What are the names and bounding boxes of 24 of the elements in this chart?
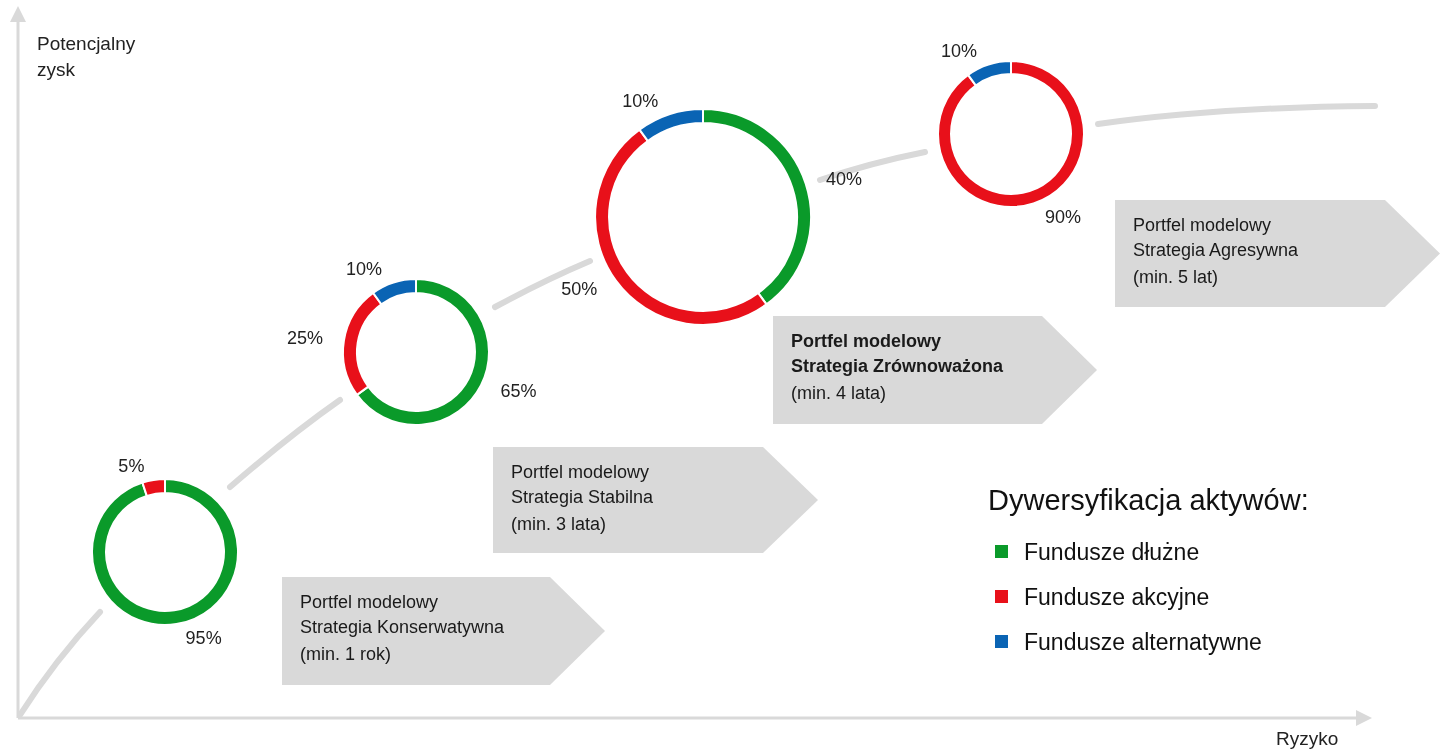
text: Portfel modelowy Strategia Stabilna — [511, 461, 655, 507]
text: Portfel modelowy Strategia Zrównoważona — [791, 330, 1005, 376]
data-label: 90% — [1044, 206, 1081, 227]
data-label: 25% — [287, 328, 324, 349]
text: Ryzyko — [1276, 728, 1339, 749]
legend-label: Fundusze akcyjne — [1024, 583, 1210, 610]
data-label: 10% — [622, 90, 659, 111]
legend-label: Fundusze alternatywne — [1024, 628, 1262, 655]
data-label: 50% — [561, 278, 598, 299]
text: Portfel modelowy Strategia Agresywna — [1133, 214, 1300, 260]
text: Potencjalny zysk — [37, 32, 141, 80]
data-label: 65% — [500, 381, 537, 402]
legend-label: Fundusze dłużne — [1024, 538, 1200, 565]
text: (min. 1 rok) — [300, 643, 392, 664]
text: (min. 4 lata) — [791, 382, 887, 403]
data-label: 95% — [185, 627, 222, 648]
data-label: 5% — [118, 456, 145, 477]
text: Portfel modelowy Strategia Konserwatywna — [300, 591, 506, 637]
data-label: 40% — [826, 169, 863, 190]
legend-title: Dywersyfikacja aktywów: — [988, 483, 1309, 516]
data-label: 10% — [941, 41, 978, 62]
data-label: 10% — [346, 259, 383, 280]
text: (min. 5 lat) — [1133, 266, 1219, 287]
text: (min. 3 lata) — [511, 513, 607, 534]
